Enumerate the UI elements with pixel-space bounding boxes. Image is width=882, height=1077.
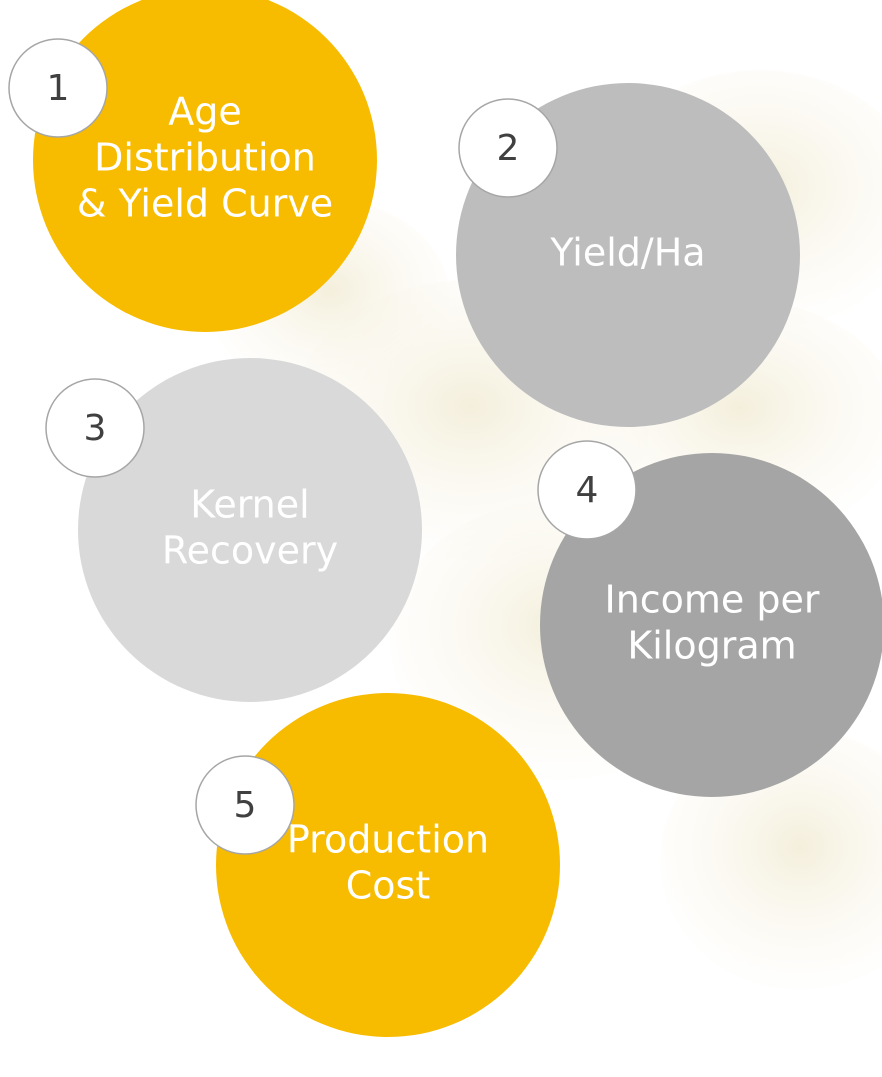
step-circle bbox=[78, 358, 422, 702]
step-label: Income per bbox=[604, 578, 819, 622]
step-label: Production bbox=[287, 818, 489, 862]
step-label: Cost bbox=[346, 864, 430, 908]
step-number: 2 bbox=[497, 128, 520, 169]
step-label: Kilogram bbox=[627, 624, 796, 668]
step-circle bbox=[33, 0, 377, 332]
step-label: Age bbox=[168, 90, 242, 134]
step-circle bbox=[540, 453, 882, 797]
step-label: Yield/Ha bbox=[549, 231, 705, 275]
step-badge bbox=[458, 98, 558, 198]
step: Yield/Ha 2 bbox=[456, 83, 800, 427]
step-label: Recovery bbox=[162, 529, 338, 573]
step-badge bbox=[195, 755, 295, 855]
step-badge bbox=[537, 440, 637, 540]
step-label: Distribution bbox=[94, 136, 316, 180]
step-badge bbox=[45, 378, 145, 478]
step-circle bbox=[216, 693, 560, 1037]
step-number: 5 bbox=[234, 785, 257, 826]
step-number: 4 bbox=[576, 470, 599, 511]
step-number: 1 bbox=[47, 68, 70, 109]
step-badge bbox=[8, 38, 108, 138]
step-number: 3 bbox=[84, 408, 107, 449]
step-label: Kernel bbox=[190, 483, 309, 527]
step-label: & Yield Curve bbox=[77, 182, 333, 226]
